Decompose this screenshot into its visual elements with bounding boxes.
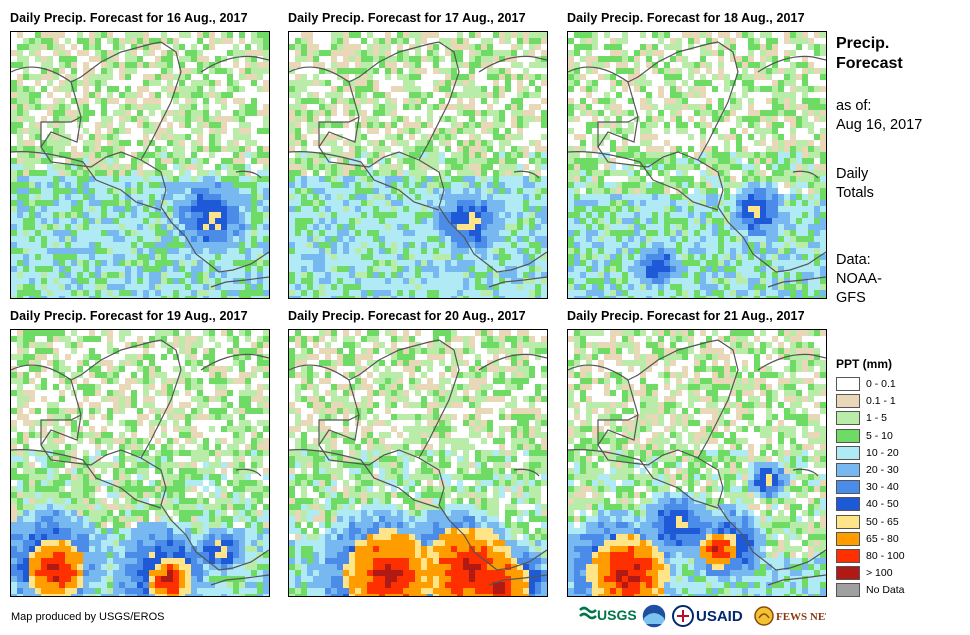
legend-swatch [836,583,860,598]
legend-label: 20 - 30 [866,463,899,476]
legend-label: 0 - 0.1 [866,378,896,390]
panel-title: Daily Precip. Forecast for 20 Aug., 2017 [288,309,526,323]
sidebar-title-line1: Precip. [836,35,890,52]
coastline-overlay [11,339,269,586]
precip-map-17-aug [288,31,548,299]
legend-label: 40 - 50 [866,498,899,511]
legend-swatch [836,462,860,477]
legend-label: 0.1 - 1 [866,395,896,408]
data-source-line2: NOAA- [836,271,882,287]
legend-swatch [836,566,860,581]
precip-raster [289,330,547,596]
noaa-logo [640,602,668,630]
data-source: Data: NOAA- GFS [836,251,882,308]
legend-label: 80 - 100 [866,549,905,562]
coastline-overlay [568,41,826,288]
legend-title: PPT (mm) [836,357,893,371]
precip-raster [11,32,269,298]
legend-label: No Data [866,584,905,597]
usgs-logo-text: USGS [597,607,636,623]
sidebar-title: Precip. Forecast [836,34,903,74]
usaid-logo: USAID [672,602,750,630]
legend-swatch [836,445,860,460]
panel-title: Daily Precip. Forecast for 21 Aug., 2017 [567,309,805,323]
as-of-date: as of: Aug 16, 2017 [836,97,922,135]
sidebar-title-line2: Forecast [836,55,903,72]
fews-net-logo: FEWS NET [754,602,826,630]
legend-label: > 100 [866,567,893,580]
precip-map-16-aug [10,31,270,299]
precip-raster [568,32,826,298]
coastline-overlay [289,41,547,288]
coastline-overlay [568,339,826,586]
precip-raster [11,330,269,596]
legend-swatch [836,428,860,443]
legend-label: 5 - 10 [866,429,893,442]
usaid-logo-text: USAID [696,608,743,625]
daily-totals-note: Daily Totals [836,165,874,203]
precip-map-21-aug [567,329,827,597]
precip-raster [289,32,547,298]
legend-swatch [836,514,860,529]
panel-title: Daily Precip. Forecast for 17 Aug., 2017 [288,11,526,25]
usgs-logo: USGS [578,602,636,630]
legend-label: 30 - 40 [866,481,899,494]
legend-swatch [836,531,860,546]
legend-label: 50 - 65 [866,515,899,528]
coastline-overlay [11,41,269,288]
precip-raster [568,330,826,596]
data-source-line3: GFS [836,290,866,306]
data-source-label: Data: [836,252,871,268]
panel-title: Daily Precip. Forecast for 16 Aug., 2017 [10,11,248,25]
precip-map-20-aug [288,329,548,597]
panel-title: Daily Precip. Forecast for 18 Aug., 2017 [567,11,805,25]
legend-swatch [836,394,860,409]
precip-map-18-aug [567,31,827,299]
legend-label: 1 - 5 [866,412,888,425]
panel-title: Daily Precip. Forecast for 19 Aug., 2017 [10,309,248,323]
legend-swatch [836,411,860,426]
coastline-overlay [289,339,547,586]
precip-map-19-aug [10,329,270,597]
totals-line2: Totals [836,185,874,201]
partner-logos: USGS USAID FEWS NET [578,602,826,630]
legend-swatch [836,548,860,563]
legend-swatch [836,497,860,512]
legend-swatch [836,377,860,391]
as-of-label: as of: [836,98,872,114]
fews-net-logo-text: FEWS NET [776,611,826,623]
as-of-value: Aug 16, 2017 [836,117,923,133]
map-credit: Map produced by USGS/EROS [11,611,165,623]
totals-line1: Daily [836,166,869,182]
legend-label: 10 - 20 [866,446,899,459]
legend-label: 65 - 80 [866,532,899,545]
legend-swatch [836,480,860,495]
